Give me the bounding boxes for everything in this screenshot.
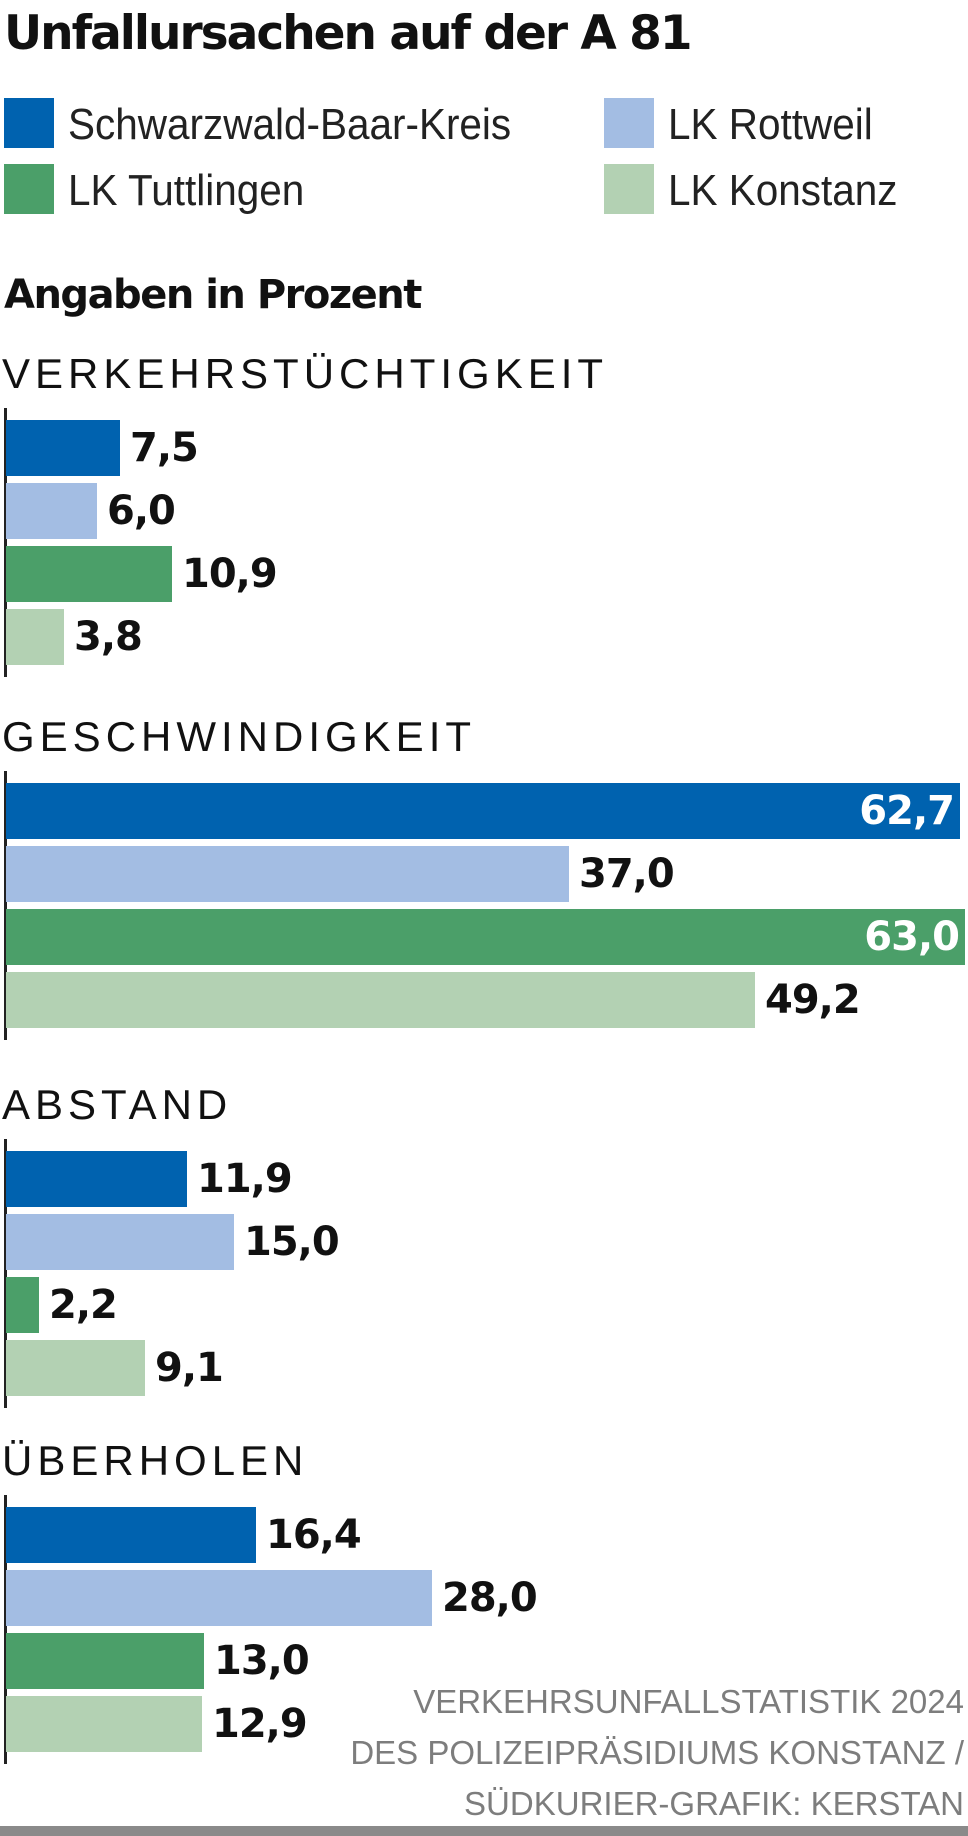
legend-swatch bbox=[4, 98, 54, 148]
bar bbox=[6, 546, 172, 602]
chart-subtitle: Angaben in Prozent bbox=[4, 272, 422, 318]
data-label: 37,0 bbox=[579, 851, 675, 897]
bar bbox=[6, 783, 960, 839]
bar bbox=[6, 1633, 204, 1689]
legend-swatch bbox=[4, 164, 54, 214]
legend-label: Schwarzwald-Baar-Kreis bbox=[68, 100, 512, 149]
data-label: 13,0 bbox=[214, 1638, 310, 1684]
legend-label: LK Konstanz bbox=[668, 166, 898, 215]
category-label: ABSTAND bbox=[2, 1081, 233, 1128]
axis-line bbox=[4, 408, 7, 677]
data-label: 62,7 bbox=[859, 788, 955, 834]
axis-line bbox=[4, 1139, 7, 1408]
data-label: 2,2 bbox=[49, 1282, 118, 1328]
data-label: 3,8 bbox=[74, 614, 143, 660]
source-line: SÜDKURIER-GRAFIK: KERSTAN bbox=[464, 1785, 964, 1822]
data-label: 10,9 bbox=[182, 551, 278, 597]
bar bbox=[6, 972, 755, 1028]
axis-line bbox=[4, 1495, 7, 1764]
chart-title: Unfallursachen auf der A 81 bbox=[4, 6, 693, 61]
bar bbox=[6, 1277, 39, 1333]
category-group: GESCHWINDIGKEIT 62,7 37,0 63,0 49,2 bbox=[0, 713, 968, 1040]
data-label: 63,0 bbox=[864, 914, 960, 960]
bar bbox=[6, 483, 97, 539]
source-note: VERKEHRSUNFALLSTATISTIK 2024 DES POLIZEI… bbox=[350, 1676, 964, 1829]
category-label: GESCHWINDIGKEIT bbox=[2, 713, 477, 760]
category-group: ABSTAND 11,9 15,0 2,2 9,1 bbox=[0, 1081, 968, 1408]
data-label: 15,0 bbox=[244, 1219, 340, 1265]
bar bbox=[6, 1151, 187, 1207]
data-label: 16,4 bbox=[266, 1512, 362, 1558]
bar bbox=[6, 846, 569, 902]
bar bbox=[6, 420, 120, 476]
category-group: ÜBERHOLEN 16,4 28,0 13,0 12,9 bbox=[0, 1437, 968, 1764]
data-label: 12,9 bbox=[212, 1701, 308, 1747]
data-label: 28,0 bbox=[442, 1575, 538, 1621]
source-line: VERKEHRSUNFALLSTATISTIK 2024 bbox=[413, 1683, 964, 1720]
data-label: 7,5 bbox=[130, 425, 199, 471]
bar bbox=[6, 1214, 234, 1270]
bar bbox=[6, 609, 64, 665]
data-label: 49,2 bbox=[765, 977, 861, 1023]
source-line: DES POLIZEIPRÄSIDIUMS KONSTANZ / bbox=[350, 1734, 964, 1771]
category-group: VERKEHRSTÜCHTIGKEIT 7,5 6,0 10,9 3,8 bbox=[0, 350, 968, 677]
category-label: ÜBERHOLEN bbox=[2, 1437, 309, 1484]
data-label: 11,9 bbox=[197, 1156, 293, 1202]
category-label: VERKEHRSTÜCHTIGKEIT bbox=[2, 350, 609, 397]
axis-line bbox=[4, 771, 7, 1040]
legend-swatch bbox=[604, 98, 654, 148]
legend-swatch bbox=[604, 164, 654, 214]
bar bbox=[6, 909, 965, 965]
bar bbox=[6, 1570, 432, 1626]
legend-label: LK Rottweil bbox=[668, 100, 873, 149]
bottom-rule bbox=[0, 1826, 968, 1836]
data-label: 9,1 bbox=[155, 1345, 224, 1391]
bar bbox=[6, 1696, 202, 1752]
legend-label: LK Tuttlingen bbox=[68, 166, 305, 215]
bar bbox=[6, 1507, 256, 1563]
bar bbox=[6, 1340, 145, 1396]
data-label: 6,0 bbox=[107, 488, 176, 534]
